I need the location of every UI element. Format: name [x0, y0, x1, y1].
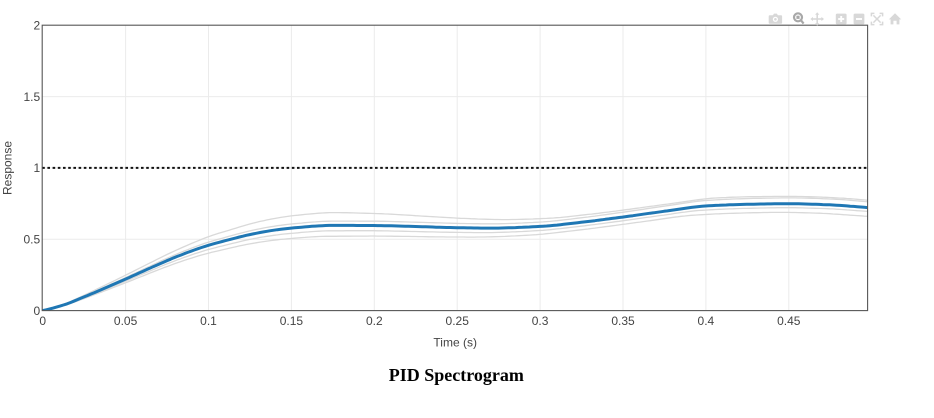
- svg-text:0.2: 0.2: [366, 314, 383, 328]
- svg-text:0.3: 0.3: [532, 314, 549, 328]
- svg-text:1: 1: [34, 161, 41, 175]
- svg-text:0.05: 0.05: [114, 314, 138, 328]
- svg-text:Time (s): Time (s): [433, 336, 477, 350]
- svg-text:0.1: 0.1: [200, 314, 217, 328]
- svg-text:0.45: 0.45: [777, 314, 801, 328]
- svg-text:PID Spectrogram: PID Spectrogram: [389, 365, 524, 385]
- svg-text:0.35: 0.35: [611, 314, 635, 328]
- svg-text:0.4: 0.4: [698, 314, 715, 328]
- svg-text:0: 0: [39, 314, 46, 328]
- svg-text:0: 0: [34, 304, 41, 318]
- svg-text:Response: Response: [1, 141, 15, 195]
- svg-text:0.25: 0.25: [446, 314, 470, 328]
- svg-text:0.5: 0.5: [24, 233, 41, 247]
- svg-text:0.15: 0.15: [280, 314, 304, 328]
- svg-text:1.5: 1.5: [24, 90, 41, 104]
- svg-text:2: 2: [34, 19, 41, 33]
